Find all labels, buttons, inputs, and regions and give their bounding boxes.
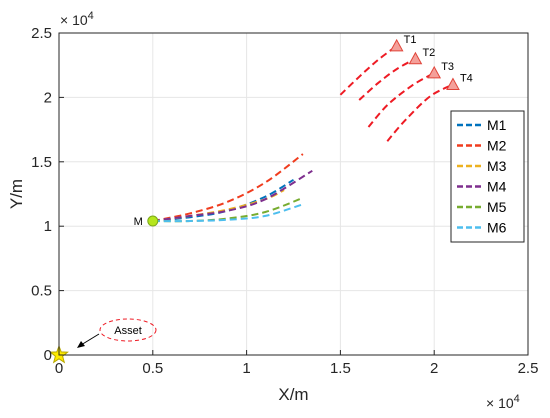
missile-start-marker	[147, 215, 159, 227]
x-tick-label: 2	[430, 360, 438, 377]
targets-layer: T1 T2 T3 T4	[339, 34, 473, 142]
legend: M1 M2 M3 M4 M5 M6	[450, 110, 525, 243]
target-track-t2	[358, 57, 416, 101]
target-track-t4	[386, 83, 454, 142]
x-tick-label: 1	[242, 360, 250, 377]
target-marker	[427, 65, 442, 79]
series-line-m4	[152, 169, 313, 222]
x-tick-label: 1.5	[330, 360, 351, 377]
y-tick-label: 1.5	[31, 154, 52, 171]
x-tick-label: 2.5	[518, 360, 539, 377]
legend-label-m6: M6	[487, 220, 507, 236]
target-track-t3	[367, 72, 435, 128]
y-tick-label: 2	[44, 89, 52, 106]
legend-label-m2: M2	[487, 138, 507, 154]
target-label: T3	[441, 61, 454, 73]
y-tick-label: 0	[44, 347, 52, 364]
y-tick-label: 0.5	[31, 283, 52, 300]
x-axis-multiplier: × 104	[486, 393, 520, 411]
target-label: T1	[404, 34, 417, 46]
asset-arrow-head	[77, 341, 85, 348]
asset-ellipse	[99, 318, 157, 342]
y-tick-label: 2.5	[31, 25, 52, 42]
target-track-t1	[339, 45, 398, 96]
markers-layer: M Asset	[49, 215, 159, 364]
legend-box	[450, 110, 525, 243]
x-tick-label: 0	[55, 360, 63, 377]
x-axis-label: X/m	[278, 385, 308, 404]
target-marker	[446, 77, 460, 91]
ticks-layer: 0 0.5 1 1.5 2 2.5 0 0.5 1 1.5 2 2.5	[31, 25, 538, 377]
target-marker	[408, 51, 423, 65]
axes-box	[58, 32, 529, 356]
y-axis-label: Y/m	[7, 179, 26, 209]
target-label: T4	[460, 73, 473, 85]
legend-label-m3: M3	[487, 158, 507, 174]
asset-arrow-line	[80, 333, 100, 346]
target-marker	[389, 38, 404, 52]
asset-label: Asset	[114, 325, 142, 337]
missile-start-label: M	[134, 216, 143, 228]
legend-label-m5: M5	[487, 199, 507, 215]
y-tick-label: 1	[44, 218, 52, 235]
x-tick-label: 0.5	[142, 360, 163, 377]
legend-label-m4: M4	[487, 179, 507, 195]
y-axis-multiplier: × 104	[60, 10, 94, 28]
series-layer	[152, 153, 313, 223]
legend-label-m1: M1	[487, 117, 507, 133]
series-line-m6	[152, 203, 304, 223]
target-label: T2	[422, 47, 435, 59]
series-line-m2	[152, 153, 304, 222]
